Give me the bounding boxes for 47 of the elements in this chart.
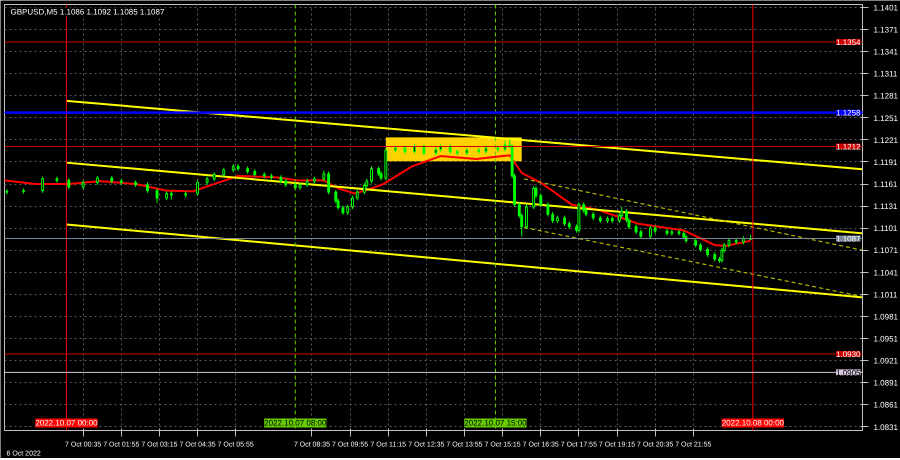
- y-tick-label: 1.1101: [874, 224, 898, 234]
- ref-line-label: 2022.10.07 00:00: [35, 418, 98, 428]
- y-tick-label: 1.1221: [874, 136, 899, 145]
- candlestick: [524, 204, 528, 230]
- candlestick: [351, 195, 354, 210]
- candlestick: [706, 246, 710, 258]
- candlestick: [362, 182, 366, 195]
- candlestick: [370, 166, 373, 184]
- y-tick-label: 1.0891: [874, 378, 899, 388]
- y-tick-label: 1.0861: [874, 400, 899, 410]
- candlestick: [146, 182, 149, 194]
- y-tick-label: 1.1011: [874, 290, 898, 300]
- y-tick-label: 1.1251: [874, 114, 899, 123]
- ref-line-label: 2022.10.07 08:00: [264, 418, 327, 428]
- ref-line-label: 2022.10.08 00:00: [722, 418, 785, 428]
- y-tick-label: 1.1401: [874, 3, 899, 12]
- y-tick-label: 1.0921: [874, 356, 899, 366]
- ref-line-label: 1.1354: [836, 38, 862, 48]
- candlestick: [634, 224, 638, 235]
- y-tick-label: 1.1071: [874, 246, 899, 256]
- y-tick-label: 1.0831: [874, 422, 899, 432]
- y-tick-label: 1.1371: [874, 26, 899, 35]
- y-tick-label: 1.1341: [874, 48, 899, 57]
- chart-title: GBPUSD,M5 1.1086 1.1092 1.1085 1.1087: [10, 8, 165, 16]
- candlestick: [563, 215, 566, 226]
- y-tick-label: 1.1041: [874, 268, 899, 278]
- y-tick-label: 1.1161: [874, 180, 898, 190]
- y-tick-label: 1.0951: [874, 334, 899, 344]
- y-tick-label: 1.1311: [874, 70, 898, 79]
- candlestick: [41, 176, 44, 194]
- ref-line-label: 1.1087: [836, 234, 862, 244]
- candlestick: [377, 166, 380, 176]
- candlestick: [156, 188, 158, 204]
- ref-line-label: 1.0905: [836, 368, 862, 378]
- candlestick: [67, 178, 70, 190]
- y-tick-label: 1.0981: [874, 312, 899, 322]
- candlestick: [356, 189, 359, 201]
- y-tick-label: 1.1131: [874, 202, 898, 212]
- candlestick: [196, 180, 200, 196]
- candlestick: [422, 144, 426, 156]
- ref-line-label: 1.1258: [836, 108, 862, 118]
- y-tick-label: 1.1191: [874, 158, 898, 167]
- candlestick: [532, 186, 536, 210]
- y-tick-label: 1.1281: [874, 92, 899, 101]
- ref-line-label: 1.1212: [836, 142, 862, 152]
- ref-line-label: 1.0930: [836, 350, 862, 359]
- ref-line-label: 2022.10.07 15:00: [464, 418, 528, 428]
